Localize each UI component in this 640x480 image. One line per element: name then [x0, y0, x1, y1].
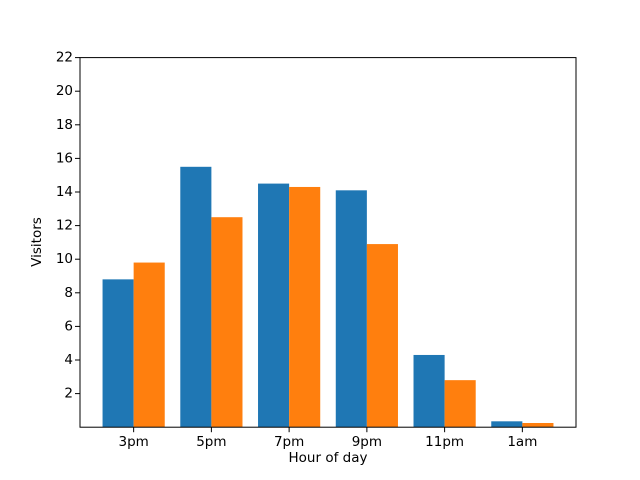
bar-9pm-series1	[366, 244, 398, 428]
y-tick-label: 14	[56, 184, 73, 200]
x-axis-label: Hour of day	[288, 450, 368, 466]
y-tick-label: 2	[64, 386, 73, 402]
bar-11pm-series0	[413, 354, 445, 428]
x-tick-label: 7pm	[274, 434, 304, 450]
y-tick-label: 10	[56, 251, 73, 267]
x-tick-label: 11pm	[425, 434, 464, 450]
y-tick-label: 20	[56, 83, 73, 99]
y-tick-label: 12	[56, 218, 73, 234]
bar-7pm-series0	[258, 183, 290, 428]
bar-3pm-series1	[133, 262, 165, 428]
x-tick-label: 9pm	[352, 434, 382, 450]
y-axis-label: Visitors	[29, 217, 45, 267]
y-tick-label: 16	[56, 150, 73, 166]
x-tick-label: 5pm	[196, 434, 226, 450]
x-tick-label: 3pm	[118, 434, 148, 450]
y-tick-label: 22	[56, 50, 73, 66]
bar-5pm-series0	[180, 166, 212, 428]
y-tick-label: 6	[64, 318, 73, 334]
y-tick-label: 4	[64, 352, 73, 368]
y-tick-label: 18	[56, 117, 73, 133]
plot-frame	[79, 57, 577, 428]
y-tick-label: 8	[64, 285, 73, 301]
bar-3pm-series0	[102, 279, 134, 428]
bar-1am-series0	[491, 421, 523, 428]
bar-7pm-series1	[289, 186, 321, 428]
bar-11pm-series1	[444, 380, 476, 428]
x-tick-label: 1am	[507, 434, 537, 450]
bar-9pm-series0	[335, 190, 367, 428]
bar-5pm-series1	[211, 217, 243, 428]
bar-1am-series1	[522, 423, 554, 428]
